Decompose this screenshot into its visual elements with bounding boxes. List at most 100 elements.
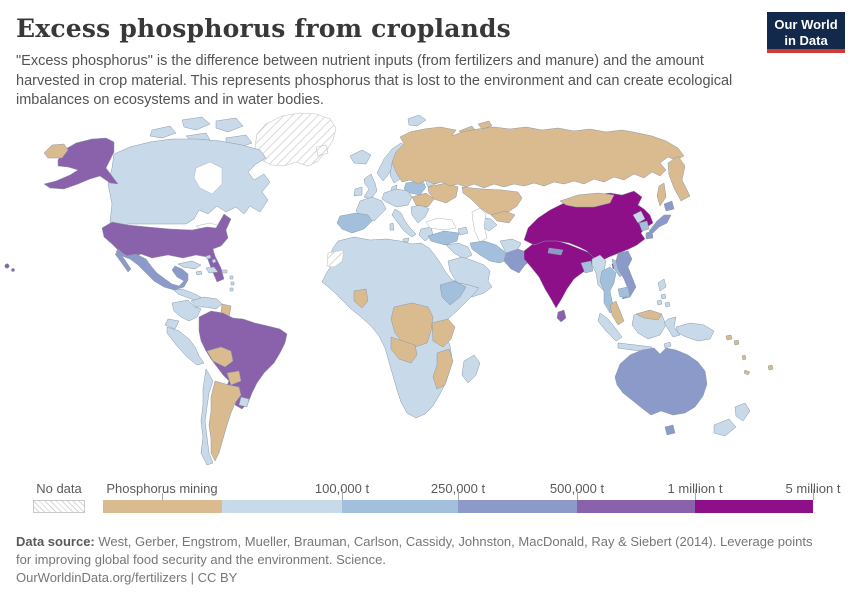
country-japan[interactable]: [648, 214, 672, 234]
country-hawaii[interactable]: [4, 263, 10, 269]
country-spain-portugal[interactable]: [336, 212, 373, 234]
country-canada[interactable]: [107, 138, 271, 229]
country-sardinia[interactable]: [389, 222, 395, 231]
owid-link[interactable]: OurWorldinData.org/fertilizers: [16, 570, 187, 585]
country-mexico-baja[interactable]: [114, 251, 132, 273]
country-philippines[interactable]: [660, 293, 667, 300]
legend-tick: [813, 489, 814, 500]
country-japan[interactable]: [663, 200, 675, 212]
country-saudi-arabia[interactable]: [447, 256, 493, 298]
country-vanuatu[interactable]: [741, 354, 747, 361]
country-russia[interactable]: [391, 126, 685, 189]
country-italy[interactable]: [391, 208, 417, 238]
country-hispaniola[interactable]: [205, 266, 219, 274]
country-madagascar[interactable]: [461, 354, 481, 384]
country-japan[interactable]: [645, 230, 654, 240]
owid-logo[interactable]: Our World in Data: [767, 12, 845, 53]
country-indonesia-sulawesi[interactable]: [663, 316, 681, 338]
country-solomon-islands[interactable]: [725, 334, 733, 341]
country-greenland-isle[interactable]: [315, 144, 329, 157]
country-russia-kamchatka[interactable]: [667, 155, 691, 202]
country-syria-iraq[interactable]: [445, 242, 473, 260]
country-caucasus[interactable]: [457, 226, 469, 236]
country-greenland[interactable]: [254, 112, 337, 167]
country-turkey[interactable]: [427, 230, 460, 246]
country-russia-chukotka[interactable]: [43, 143, 69, 159]
country-tasmania[interactable]: [664, 424, 676, 436]
country-sicily[interactable]: [402, 237, 410, 243]
country-bahamas[interactable]: [211, 258, 217, 264]
country-philippines[interactable]: [657, 278, 667, 292]
country-hawaii[interactable]: [11, 268, 15, 272]
legend-bin-500k-1m[interactable]: [577, 500, 695, 513]
country-iceland[interactable]: [349, 149, 372, 165]
country-australia[interactable]: [614, 347, 708, 416]
country-fiji[interactable]: [767, 364, 774, 371]
country-mozambique[interactable]: [432, 348, 454, 390]
country-ghana[interactable]: [353, 288, 369, 309]
country-usa[interactable]: [101, 213, 232, 283]
country-antilles[interactable]: [229, 287, 234, 292]
country-ethiopia[interactable]: [439, 280, 467, 306]
legend-bin-mining[interactable]: [103, 500, 222, 513]
country-drc[interactable]: [390, 302, 434, 348]
country-south-korea[interactable]: [638, 220, 650, 232]
country-bangladesh[interactable]: [580, 260, 594, 274]
country-balkans[interactable]: [410, 204, 430, 224]
country-ireland[interactable]: [353, 186, 363, 197]
country-venezuela[interactable]: [190, 296, 223, 310]
country-malaysia[interactable]: [609, 300, 625, 326]
legend-bin-lt-100k[interactable]: [222, 500, 342, 513]
legend-no-data-swatch[interactable]: [33, 500, 85, 513]
country-new-zealand[interactable]: [713, 418, 737, 437]
country-cuba[interactable]: [177, 260, 202, 270]
country-ecuador[interactable]: [164, 318, 180, 330]
country-argentina[interactable]: [208, 380, 242, 462]
country-mexico[interactable]: [115, 248, 189, 291]
country-united-kingdom[interactable]: [363, 173, 378, 200]
country-philippines[interactable]: [656, 299, 663, 306]
country-germany-central-europe[interactable]: [381, 188, 413, 208]
country-arctic-island[interactable]: [181, 116, 211, 131]
country-kazakhstan[interactable]: [461, 186, 523, 218]
country-romania-hungary[interactable]: [411, 192, 435, 208]
legend-bin-100k-250k[interactable]: [342, 500, 458, 513]
country-novaya-zemlya-2[interactable]: [477, 120, 493, 130]
country-cambodia[interactable]: [617, 286, 631, 298]
country-puerto-rico[interactable]: [221, 269, 228, 274]
country-uzbekistan[interactable]: [490, 210, 516, 224]
country-arctic-island[interactable]: [149, 125, 177, 139]
country-tanzania[interactable]: [431, 318, 456, 348]
country-colombia[interactable]: [171, 299, 202, 322]
country-bahamas[interactable]: [205, 254, 212, 260]
country-mongolia[interactable]: [559, 192, 615, 208]
legend-bin-250k-500k[interactable]: [458, 500, 577, 513]
country-north-korea[interactable]: [632, 210, 646, 224]
country-paraguay[interactable]: [226, 370, 242, 386]
country-jamaica[interactable]: [195, 270, 203, 276]
country-peru[interactable]: [166, 326, 205, 366]
country-new-zealand[interactable]: [734, 402, 751, 422]
country-uruguay[interactable]: [238, 396, 250, 408]
country-solomon-islands[interactable]: [733, 339, 740, 346]
country-western-sahara[interactable]: [326, 249, 345, 268]
country-chile[interactable]: [200, 368, 214, 466]
country-arctic-island[interactable]: [215, 117, 244, 133]
country-angola[interactable]: [390, 336, 418, 364]
country-indonesia-sumatra[interactable]: [597, 312, 623, 342]
country-svalbard[interactable]: [407, 114, 427, 127]
country-timor[interactable]: [663, 341, 672, 349]
country-new-guinea[interactable]: [675, 322, 715, 342]
country-nepal[interactable]: [547, 247, 564, 256]
country-antilles[interactable]: [230, 281, 235, 286]
country-alaska[interactable]: [43, 137, 119, 190]
country-antilles[interactable]: [229, 275, 234, 280]
country-philippines[interactable]: [664, 301, 671, 308]
country-sri-lanka[interactable]: [556, 309, 567, 323]
legend-bin-1m-5m[interactable]: [695, 500, 813, 513]
country-bolivia[interactable]: [206, 346, 234, 368]
country-russia-sakhalin[interactable]: [656, 182, 667, 207]
country-malaysia-borneo[interactable]: [635, 309, 663, 321]
country-new-caledonia[interactable]: [743, 369, 751, 376]
country-brazil[interactable]: [198, 310, 288, 410]
